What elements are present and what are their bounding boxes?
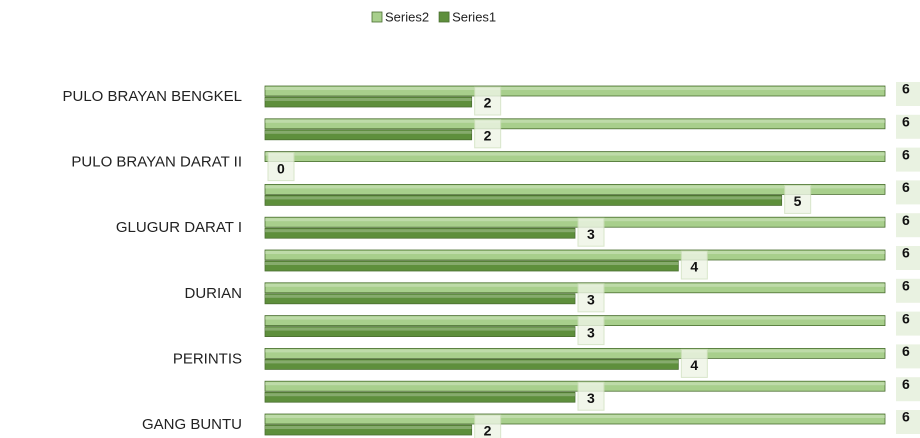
- label-box: [896, 82, 920, 106]
- data-label: 6: [902, 376, 910, 392]
- data-label: 6: [902, 343, 910, 359]
- label-box: [474, 414, 502, 438]
- bar: [264, 96, 473, 108]
- data-label: 6: [902, 179, 910, 195]
- bar: [264, 194, 783, 206]
- bar-highlight: [265, 262, 679, 265]
- bar: [264, 129, 473, 141]
- bar: [264, 151, 886, 163]
- category-label: PULO BRAYAN DARAT II: [71, 154, 242, 171]
- bar: [264, 326, 576, 338]
- data-label: 6: [902, 114, 910, 130]
- bar-highlight: [265, 98, 472, 101]
- legend-swatch: [371, 11, 383, 23]
- label-box: [577, 283, 605, 313]
- bar: [264, 183, 886, 195]
- label-box: [577, 217, 605, 247]
- label-box: [896, 180, 920, 205]
- category-label: GANG BUNTU: [142, 416, 242, 433]
- data-label: 6: [902, 81, 910, 97]
- data-label: 3: [587, 226, 595, 242]
- data-label: 5: [794, 193, 802, 209]
- label-box: [896, 278, 920, 303]
- bar-highlight: [265, 185, 885, 189]
- data-label: 6: [902, 212, 910, 228]
- data-label: 6: [902, 409, 910, 425]
- category-label: GLUGUR DARAT I: [116, 219, 242, 236]
- bar-highlight: [265, 327, 575, 331]
- label-box: [896, 147, 920, 172]
- category-label: PULO BRAYAN BENGKEL: [62, 88, 242, 105]
- bar: [264, 216, 886, 228]
- bar-highlight: [265, 251, 885, 254]
- bar-highlight: [265, 415, 885, 418]
- bar-highlight: [265, 87, 885, 90]
- data-label: 6: [902, 278, 910, 294]
- label-box: [680, 250, 708, 280]
- label-box: [896, 213, 920, 238]
- label-box: [577, 381, 605, 411]
- bar: [264, 293, 576, 305]
- label-box: [896, 377, 920, 402]
- bar-highlight: [265, 360, 679, 364]
- bar: [264, 85, 886, 97]
- label-box: [896, 114, 920, 139]
- bar: [264, 424, 473, 436]
- data-label: 2: [484, 423, 492, 438]
- bar: [264, 358, 679, 370]
- label-box: [784, 184, 812, 214]
- data-label: 4: [690, 357, 698, 373]
- data-label: 3: [587, 390, 595, 406]
- data-label: 4: [690, 259, 698, 275]
- bar: [264, 413, 886, 425]
- data-label: 6: [902, 310, 910, 326]
- label-box: [267, 152, 295, 182]
- label-box: [896, 311, 920, 336]
- label-box: [896, 344, 920, 369]
- label-box: [896, 410, 920, 434]
- bar: [264, 347, 886, 359]
- bar-highlight: [265, 382, 885, 386]
- label-box: [577, 316, 605, 346]
- bar: [264, 315, 886, 327]
- label-box: [680, 348, 708, 378]
- bar-highlight: [265, 229, 575, 233]
- bar: [264, 391, 576, 403]
- label-box: [474, 86, 502, 116]
- label-box: [474, 119, 502, 149]
- data-label: 2: [484, 128, 492, 144]
- data-label: 3: [587, 292, 595, 308]
- bar: [264, 260, 679, 272]
- bar-highlight: [265, 119, 885, 123]
- bar-highlight: [265, 283, 885, 287]
- legend-label: Series1: [452, 9, 496, 24]
- category-label: DURIAN: [184, 285, 242, 302]
- data-label: 2: [484, 95, 492, 111]
- data-label: 0: [277, 160, 285, 176]
- bar-highlight: [265, 349, 885, 353]
- category-label: PERINTIS: [173, 350, 242, 367]
- bar-highlight: [265, 130, 472, 134]
- bar: [264, 249, 886, 261]
- bar-highlight: [265, 393, 575, 397]
- data-label: 6: [902, 146, 910, 162]
- bar-highlight: [265, 426, 472, 429]
- bar-highlight: [265, 294, 575, 298]
- bar: [264, 282, 886, 294]
- bar: [264, 118, 886, 130]
- bar: [264, 380, 886, 392]
- bar-highlight: [265, 316, 885, 320]
- legend-swatch: [438, 11, 450, 23]
- label-box: [896, 246, 920, 270]
- data-label: 6: [902, 245, 910, 261]
- bar-highlight: [265, 152, 885, 156]
- bar-highlight: [265, 196, 782, 200]
- legend-label: Series2: [385, 9, 429, 24]
- bar: [264, 227, 576, 239]
- data-label: 3: [587, 324, 595, 340]
- bar-highlight: [265, 218, 885, 222]
